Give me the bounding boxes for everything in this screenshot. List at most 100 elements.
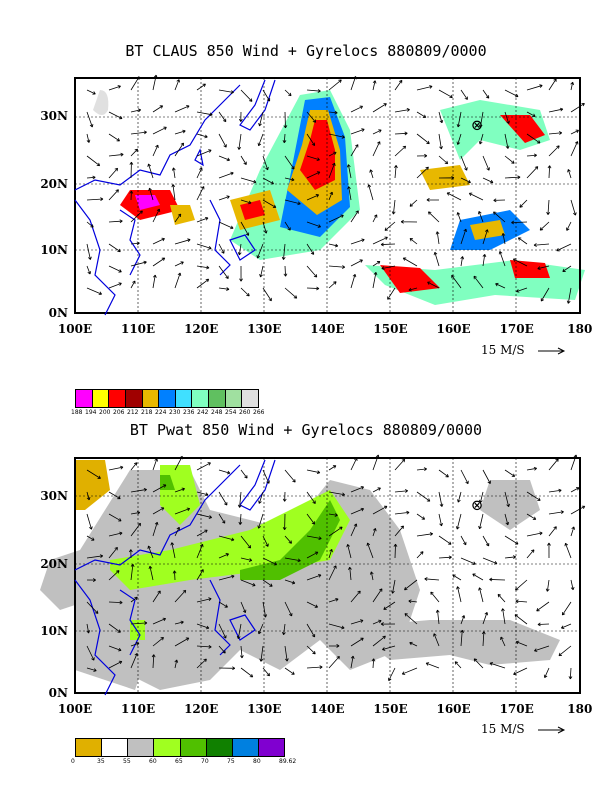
wind-arrow — [570, 103, 585, 113]
wind-arrow — [152, 636, 164, 647]
wind-arrow — [372, 619, 382, 625]
wind-arrow — [170, 542, 176, 559]
wind-arrow — [438, 111, 444, 124]
wind-arrow — [152, 617, 167, 625]
panel1-xlabel: 120E — [184, 322, 219, 336]
wind-arrow — [218, 133, 227, 148]
wind-arrow — [174, 659, 179, 669]
wind-arrow — [424, 577, 440, 581]
wind-arrow — [562, 265, 572, 272]
wind-arrow — [86, 287, 103, 296]
wind-arrow — [346, 164, 352, 179]
wind-arrow — [174, 79, 180, 91]
panel1-frame — [74, 77, 581, 314]
panel1-colorbar — [75, 389, 259, 408]
wind-arrow — [504, 469, 516, 477]
wind-arrow — [350, 210, 359, 223]
wind-arrow — [543, 667, 550, 679]
wind-arrow — [86, 645, 95, 661]
wind-arrow — [416, 532, 434, 537]
wind-arrow — [218, 553, 229, 559]
wind-arrow — [282, 491, 287, 502]
wind-arrow — [561, 601, 572, 616]
wind-arrow — [468, 192, 484, 201]
panel1-colorbar-swatch — [242, 390, 259, 407]
wind-arrow — [306, 574, 322, 581]
wind-arrow — [328, 491, 346, 497]
wind-arrow — [196, 83, 206, 91]
wind-arrow — [455, 513, 462, 530]
wind-arrow — [350, 238, 365, 245]
wind-arrow — [174, 213, 182, 223]
panel2-xlabel: 180 — [567, 702, 593, 716]
wind-arrow — [328, 623, 345, 630]
wind-arrow — [548, 488, 562, 493]
wind-arrow — [306, 665, 323, 670]
wind-arrow — [548, 107, 564, 113]
wind-arrow — [130, 621, 148, 625]
wind-arrow — [416, 153, 428, 158]
wind-arrow — [504, 111, 510, 124]
wind-arrow — [257, 133, 264, 147]
wind-arrow — [383, 601, 396, 610]
wind-arrow — [328, 110, 338, 115]
wind-arrow — [401, 667, 418, 675]
wind-arrow — [380, 242, 396, 247]
wind-arrow — [366, 542, 374, 559]
wind-arrow — [152, 237, 165, 245]
wind-arrow — [306, 623, 316, 638]
wind-arrow — [86, 133, 91, 143]
wind-arrow — [130, 642, 140, 647]
wind-arrow — [306, 491, 316, 504]
wind-arrow — [262, 469, 270, 484]
panel2-frame — [74, 457, 581, 694]
wind-arrow — [416, 551, 424, 559]
wind-arrow — [548, 526, 557, 537]
wind-arrow — [372, 214, 378, 223]
wind-arrow — [86, 554, 104, 559]
wind-arrow — [328, 655, 340, 669]
wind-arrow — [393, 543, 398, 559]
panel2-wind-vectors — [86, 454, 586, 682]
wind-arrow — [504, 175, 521, 180]
panel1-ylabel-20n: 20N — [40, 177, 68, 191]
wind-arrow — [147, 545, 154, 559]
panel1-xlabel: 150E — [373, 322, 408, 336]
wind-arrow — [515, 599, 528, 604]
wind-arrow — [381, 265, 396, 271]
wind-arrow — [504, 491, 510, 508]
wind-arrow — [409, 237, 418, 245]
wind-arrow — [196, 216, 209, 223]
wind-arrow — [570, 454, 578, 471]
panel1-xlabel: 110E — [120, 322, 156, 336]
wind-arrow — [196, 513, 212, 519]
panel1-colorbar-swatch — [225, 390, 243, 407]
wind-arrow — [570, 129, 579, 135]
wind-arrow — [196, 623, 210, 630]
wind-arrow — [567, 169, 572, 179]
wind-arrow — [108, 546, 118, 559]
wind-arrow — [108, 531, 123, 537]
wind-arrow — [196, 462, 211, 471]
wind-arrow — [306, 89, 321, 93]
wind-arrow — [526, 166, 539, 179]
wind-arrow — [504, 89, 519, 98]
wind-arrow — [306, 133, 316, 146]
wind-arrow — [482, 557, 498, 565]
wind-arrow — [86, 491, 91, 501]
wind-arrow — [526, 549, 535, 559]
wind-arrow — [350, 655, 355, 669]
wind-arrow — [387, 287, 396, 300]
wind-arrow — [218, 221, 234, 230]
wind-arrow — [256, 243, 264, 259]
wind-arrow — [108, 167, 119, 179]
wind-arrow — [306, 535, 322, 541]
wind-arrow — [240, 221, 250, 236]
wind-arrow — [108, 282, 122, 289]
panel1-xlabel: 180 — [567, 322, 593, 336]
wind-arrow — [86, 513, 93, 530]
wind-arrow — [86, 623, 91, 634]
wind-arrow — [236, 623, 242, 640]
wind-arrow — [328, 191, 334, 201]
wind-arrow — [328, 281, 337, 289]
